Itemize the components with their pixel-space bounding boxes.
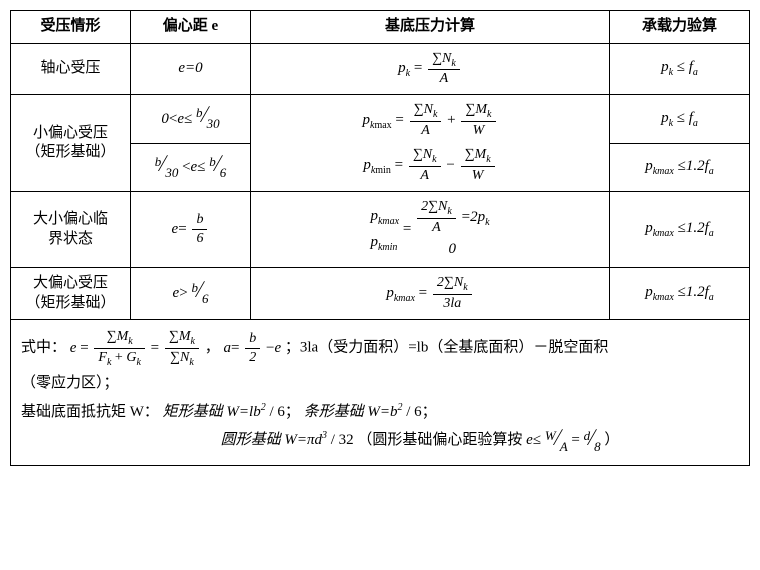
critical-ecc: e= b 6 xyxy=(131,192,251,268)
row-small-1: 小偏心受压 （矩形基础） 0<e≤ b∕30 pkmax = ∑Nk A + xyxy=(11,95,750,143)
small-ecc1: 0<e≤ b∕30 xyxy=(131,95,251,143)
large-check: pkmax ≤1.2fa xyxy=(610,268,750,320)
large-formula: pkmax = 2∑Nk 3la xyxy=(251,268,610,320)
pressure-table: 受压情形 偏心距 e 基底压力计算 承载力验算 轴心受压 e=0 pk = ∑N… xyxy=(10,10,750,320)
table-header-row: 受压情形 偏心距 e 基底压力计算 承载力验算 xyxy=(11,11,750,44)
large-name: 大偏心受压 （矩形基础） xyxy=(11,268,131,320)
axial-check: pk ≤ fa xyxy=(610,43,750,95)
header-check: 承载力验算 xyxy=(610,11,750,44)
small-ecc2: b∕30 <e≤ b∕6 xyxy=(131,143,251,191)
header-ecc: 偏心距 e xyxy=(131,11,251,44)
row-large: 大偏心受压 （矩形基础） e> b∕6 pkmax = 2∑Nk 3la pkm… xyxy=(11,268,750,320)
large-ecc: e> b∕6 xyxy=(131,268,251,320)
notes-block: 式中： e = ∑Mk Fk + Gk = ∑Mk ∑Nk ， a= b 2 −… xyxy=(10,320,750,465)
critical-name: 大小偏心临 界状态 xyxy=(11,192,131,268)
critical-formula: pkmax pkmin = 2∑Nk A =2pk 0 xyxy=(251,192,610,268)
axial-ecc: e=0 xyxy=(131,43,251,95)
axial-formula: pk = ∑Nk A xyxy=(251,43,610,95)
small-formula: pkmax = ∑Nk A + ∑Mk W pkmin = xyxy=(251,95,610,192)
small-check1: pk ≤ fa xyxy=(610,95,750,143)
small-name: 小偏心受压 （矩形基础） xyxy=(11,95,131,192)
small-check2: pkmax ≤1.2fa xyxy=(610,143,750,191)
row-critical: 大小偏心临 界状态 e= b 6 pkmax pkmin = xyxy=(11,192,750,268)
header-case: 受压情形 xyxy=(11,11,131,44)
critical-check: pkmax ≤1.2fa xyxy=(610,192,750,268)
row-axial: 轴心受压 e=0 pk = ∑Nk A pk ≤ fa xyxy=(11,43,750,95)
axial-name: 轴心受压 xyxy=(11,43,131,95)
header-calc: 基底压力计算 xyxy=(251,11,610,44)
